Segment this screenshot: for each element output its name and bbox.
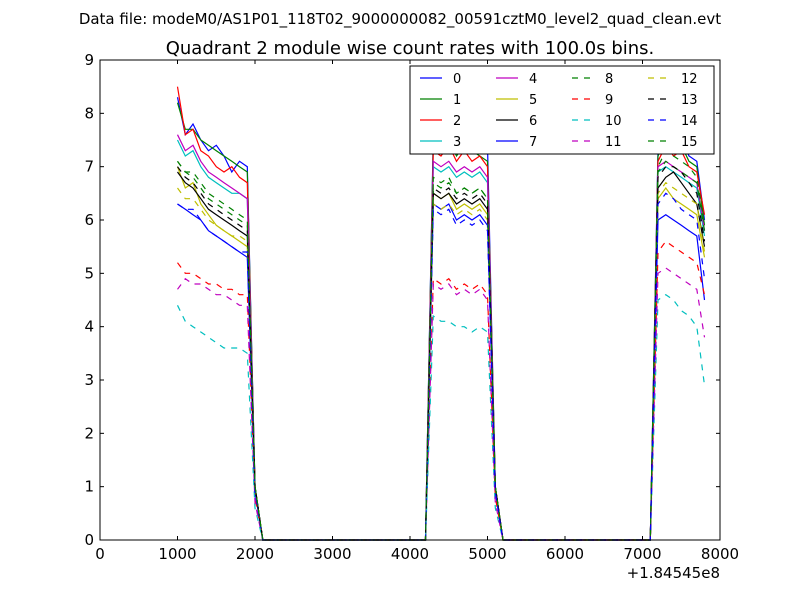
x-tick-label: 5000 [468, 545, 506, 563]
x-offset-label: +1.84545e8 [627, 564, 720, 582]
x-tick-label: 2000 [236, 545, 274, 563]
legend-label-1: 1 [453, 93, 461, 108]
y-tick-label: 9 [84, 51, 94, 69]
x-tick-label: 1000 [158, 545, 196, 563]
series-line-14 [177, 192, 706, 541]
legend-label-7: 7 [529, 135, 537, 150]
legend-label-9: 9 [605, 93, 613, 108]
y-tick-label: 6 [84, 211, 94, 229]
x-tick-label: 4000 [391, 545, 429, 563]
x-tick-label: 3000 [313, 545, 351, 563]
series-line-12 [177, 181, 706, 541]
legend-label-15: 15 [681, 135, 698, 150]
legend-label-10: 10 [605, 114, 622, 129]
series-line-13 [177, 166, 706, 541]
legend-label-2: 2 [453, 114, 461, 129]
legend-label-6: 6 [529, 114, 537, 129]
series-line-10 [176, 293, 706, 541]
series-line-11 [177, 267, 706, 541]
chart-title: Quadrant 2 module wise count rates with … [166, 38, 655, 59]
series-line-6 [177, 171, 706, 541]
series-line-8 [177, 160, 706, 541]
series-line-9 [177, 240, 706, 541]
legend-label-0: 0 [453, 72, 461, 87]
legend-label-8: 8 [605, 72, 613, 87]
tick-layer: 0 1000 2000 3000 4000 5000 6000 7000 80000123456… [84, 51, 739, 563]
y-tick-label: 4 [84, 318, 94, 336]
y-tick-label: 2 [84, 424, 94, 442]
x-tick-label: 6000 [546, 545, 584, 563]
y-tick-label: 1 [84, 478, 94, 496]
x-tick-label: 8000 [701, 545, 739, 563]
x-tick-label: 7000 [623, 545, 661, 563]
y-tick-label: 3 [84, 371, 94, 389]
y-tick-label: 0 [84, 531, 94, 549]
legend-label-11: 11 [605, 135, 622, 150]
figure-suptitle: Data file: modeM0/AS1P01_118T02_90000000… [79, 10, 721, 29]
y-tick-label: 5 [84, 264, 94, 282]
legend-label-14: 14 [681, 114, 698, 129]
x-tick-label: 0 [95, 545, 105, 563]
legend-frame [409, 65, 715, 155]
legend-label-13: 13 [681, 93, 698, 108]
y-tick-label: 7 [84, 158, 94, 176]
legend-label-4: 4 [529, 72, 537, 87]
y-tick-label: 8 [84, 104, 94, 122]
series-line-3 [176, 139, 706, 541]
legend-label-12: 12 [681, 72, 698, 87]
legend-label-3: 3 [453, 135, 461, 150]
legend-label-5: 5 [529, 93, 537, 108]
